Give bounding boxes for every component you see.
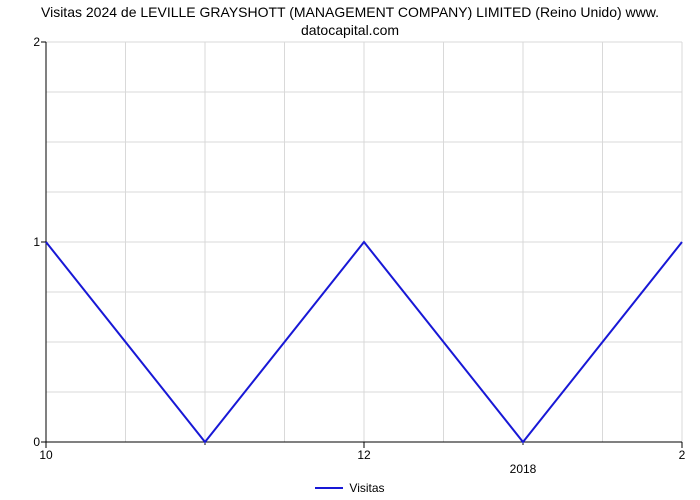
chart-title: Visitas 2024 de LEVILLE GRAYSHOTT (MANAG… (0, 4, 700, 39)
legend-item: Visitas (315, 481, 384, 495)
line-chart (46, 42, 682, 442)
x-tick-label: 12 (357, 448, 370, 462)
x-tick-label: 10 (39, 448, 52, 462)
x-tick-label: 2 (679, 448, 686, 462)
legend-label: Visitas (349, 481, 384, 495)
y-tick-label: 2 (20, 35, 40, 49)
title-line-2: datocapital.com (301, 22, 399, 38)
y-tick-label: 0 (20, 435, 40, 449)
legend-swatch (315, 487, 343, 489)
y-tick-label: 1 (20, 235, 40, 249)
x-sub-label: 2018 (510, 462, 537, 476)
chart-container: Visitas 2024 de LEVILLE GRAYSHOTT (MANAG… (0, 0, 700, 500)
title-line-1: Visitas 2024 de LEVILLE GRAYSHOTT (MANAG… (41, 4, 659, 20)
legend: Visitas (0, 478, 700, 495)
